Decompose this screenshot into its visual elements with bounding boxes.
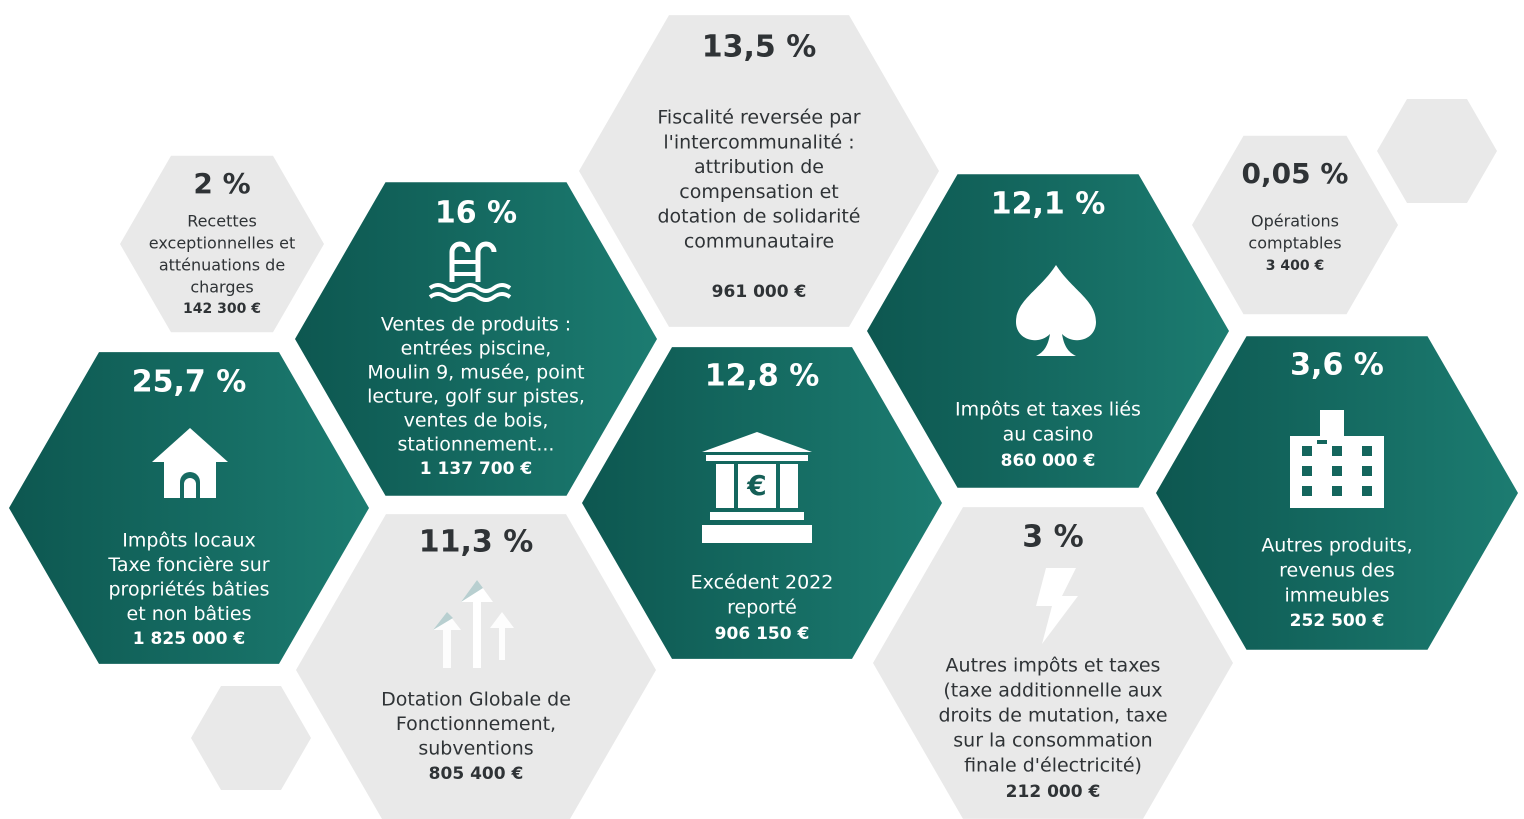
blank-hexagon: [191, 686, 311, 790]
label-line: revenus des: [1279, 560, 1395, 582]
label-line: stationnement...: [398, 434, 555, 456]
label-line: Autres impôts et taxes: [946, 655, 1161, 677]
amount: 805 400 €: [429, 764, 524, 784]
house-icon: [152, 428, 228, 498]
label-line: charges: [190, 278, 253, 297]
hexagon: [1192, 135, 1398, 315]
spade-icon: [1016, 265, 1096, 356]
arrows-icon: [433, 580, 514, 668]
amount: 1 137 700 €: [420, 459, 532, 479]
label-line: communautaire: [684, 231, 834, 253]
label-line: Fonctionnement,: [396, 713, 556, 735]
percent: 13,5 %: [702, 30, 817, 65]
label-line: au casino: [1003, 424, 1094, 446]
amount: 860 000 €: [1001, 451, 1096, 471]
label-line: dotation de solidarité: [657, 206, 860, 228]
percent: 2 %: [193, 167, 250, 200]
label-line: Excédent 2022: [691, 572, 834, 594]
amount: 906 150 €: [715, 624, 810, 644]
label-line: attribution de: [694, 156, 824, 178]
label-line: et non bâties: [127, 603, 252, 625]
label-line: entrées piscine,: [401, 338, 552, 360]
hexagon: [295, 182, 657, 496]
label-line: atténuations de: [159, 256, 285, 275]
label-line: Dotation Globale de: [381, 689, 571, 711]
hexagon: [579, 15, 939, 327]
label-line: Moulin 9, musée, point: [367, 362, 584, 384]
amount: 252 500 €: [1290, 611, 1385, 631]
label-line: reporté: [727, 597, 797, 619]
label-line: sur la consommation: [953, 730, 1152, 752]
label-line: Ventes de produits :: [381, 314, 571, 336]
pool-icon: [428, 241, 512, 302]
label-line: ventes de bois,: [404, 410, 549, 432]
euro-symbol: €: [746, 469, 766, 502]
percent: 12,1 %: [991, 187, 1106, 222]
label-line: Opérations: [1251, 212, 1339, 231]
texts: 2 % Recettes exceptionnelles et atténuation…: [107, 30, 1412, 803]
label-line: compensation et: [679, 181, 839, 203]
label-line: droits de mutation, taxe: [938, 705, 1167, 727]
label-line: subventions: [418, 738, 533, 760]
percent: 25,7 %: [132, 365, 247, 400]
amount: 961 000 €: [712, 282, 807, 302]
bank-icon: €: [702, 432, 812, 543]
label-line: finale d'électricité): [964, 755, 1142, 777]
lightning-icon: [1036, 568, 1078, 644]
percent: 3,6 %: [1290, 348, 1384, 383]
percent: 0,05 %: [1242, 157, 1349, 190]
label-line: lecture, golf sur pistes,: [367, 386, 585, 408]
percent: 11,3 %: [419, 525, 534, 560]
label-line: Impôts et taxes liés: [955, 399, 1141, 421]
percent: 16 %: [435, 196, 517, 231]
blank-hexagon: [1377, 99, 1497, 203]
label-line: Autres produits,: [1261, 535, 1412, 557]
label-line: comptables: [1248, 234, 1341, 253]
label-line: (taxe additionnelle aux: [943, 680, 1162, 702]
icons: €: [152, 241, 1384, 668]
amount: 212 000 €: [1006, 782, 1101, 802]
label-line: propriétés bâties: [108, 579, 269, 601]
label-line: Recettes: [187, 212, 257, 231]
label-line: Impôts locaux: [122, 530, 255, 552]
label-line: Taxe foncière sur: [107, 554, 269, 576]
label-line: Fiscalité reversée par: [657, 107, 860, 129]
amount: 142 300 €: [183, 301, 261, 317]
amount: 1 825 000 €: [133, 629, 245, 649]
amount: 3 400 €: [1266, 258, 1324, 274]
percent: 12,8 %: [705, 359, 820, 394]
percent: 3 %: [1022, 520, 1083, 555]
hexagon: [873, 507, 1233, 819]
hexagon: [120, 155, 324, 333]
label-line: immeubles: [1285, 585, 1390, 607]
label-line: exceptionnelles et: [149, 234, 295, 253]
building-icon: [1290, 410, 1384, 508]
hexagon: [9, 352, 369, 664]
label-line: l'intercommunalité :: [663, 131, 854, 153]
